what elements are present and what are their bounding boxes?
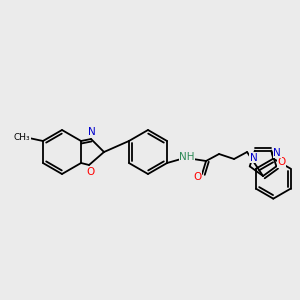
Text: O: O <box>193 172 201 182</box>
Text: N: N <box>250 153 258 163</box>
Text: NH: NH <box>179 152 195 162</box>
Text: N: N <box>273 148 281 158</box>
Text: O: O <box>86 167 94 177</box>
Text: O: O <box>277 157 286 167</box>
Text: N: N <box>88 127 96 137</box>
Text: CH₃: CH₃ <box>14 133 30 142</box>
